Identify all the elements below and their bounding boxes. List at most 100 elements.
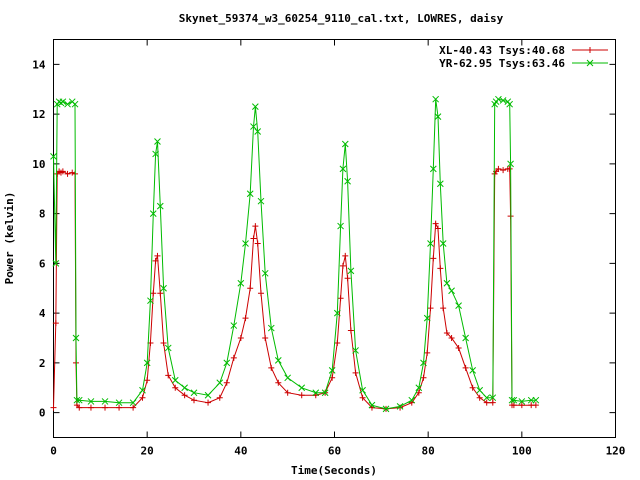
data-point <box>532 402 539 409</box>
data-point <box>437 265 444 272</box>
chart-title: Skynet_59374_w3_60254_9110_cal.txt, LOWR… <box>179 12 504 25</box>
data-point <box>267 324 275 332</box>
y-tick-label: 4 <box>39 307 46 320</box>
data-point <box>415 384 423 392</box>
series-line <box>53 168 536 410</box>
data-point <box>143 359 151 367</box>
data-point <box>252 223 259 230</box>
data-point <box>448 287 455 295</box>
data-point <box>415 389 422 396</box>
data-point <box>462 364 469 371</box>
data-point <box>483 399 490 406</box>
data-point <box>268 364 275 371</box>
data-point <box>506 165 513 172</box>
data-point <box>455 344 462 351</box>
data-point <box>171 376 179 384</box>
x-tick-label: 0 <box>50 445 57 458</box>
data-point <box>420 374 427 381</box>
series-1 <box>50 165 539 412</box>
data-point <box>432 220 439 227</box>
data-point <box>427 305 434 312</box>
data-point <box>284 374 292 382</box>
data-point <box>59 168 66 175</box>
data-point <box>507 160 514 168</box>
y-tick-label: 14 <box>32 58 46 71</box>
data-point <box>382 405 390 413</box>
data-point <box>312 389 320 397</box>
data-point <box>427 240 434 247</box>
data-point <box>50 153 57 160</box>
data-point <box>216 394 223 401</box>
data-point <box>359 394 366 401</box>
data-point <box>152 150 159 158</box>
data-point <box>518 398 526 405</box>
data-point <box>160 339 167 346</box>
data-point <box>52 260 60 267</box>
data-point <box>443 330 450 337</box>
data-point <box>181 384 188 392</box>
data-point <box>250 123 257 130</box>
legend-marker <box>586 59 594 67</box>
legend-label: XL-40.43 Tsys:40.68 <box>439 44 565 57</box>
data-point <box>424 349 431 356</box>
x-axis-label: Time(Seconds) <box>291 464 377 477</box>
y-axis-label: Power (kelvin) <box>3 192 16 285</box>
data-point <box>440 305 447 312</box>
data-point <box>352 369 359 376</box>
data-point <box>483 394 491 402</box>
data-point <box>242 315 249 322</box>
data-point <box>443 279 451 287</box>
data-point <box>368 401 376 409</box>
data-point <box>261 269 269 277</box>
data-point <box>157 290 164 297</box>
x-tick-label: 100 <box>512 445 532 458</box>
data-point <box>101 398 109 405</box>
data-point <box>532 396 540 404</box>
data-point <box>204 391 212 399</box>
data-point <box>130 404 137 411</box>
y-axis: 0 2 4 6 8 10 12 14 <box>32 58 616 420</box>
data-point <box>408 396 416 404</box>
data-point <box>476 394 483 401</box>
data-point <box>337 295 344 302</box>
data-point <box>242 240 249 247</box>
data-point <box>230 354 237 361</box>
x-tick-label: 40 <box>234 445 247 458</box>
x-tick-label: 120 <box>606 445 626 458</box>
data-point <box>333 309 341 317</box>
data-point <box>64 100 71 108</box>
data-point <box>237 335 244 341</box>
data-point <box>76 404 83 411</box>
data-point <box>469 384 476 391</box>
data-point <box>246 190 254 198</box>
data-point <box>495 165 502 172</box>
data-point <box>87 404 94 411</box>
data-point <box>156 202 164 210</box>
data-point <box>499 97 507 104</box>
data-point <box>115 399 123 407</box>
legend-label: YR-62.95 Tsys:63.46 <box>439 57 565 70</box>
data-point <box>154 252 161 259</box>
data-point <box>436 180 444 188</box>
data-point <box>251 103 259 111</box>
data-point <box>342 252 349 259</box>
series-2 <box>50 95 540 413</box>
data-point <box>341 140 349 148</box>
y-tick-label: 6 <box>39 257 46 270</box>
data-point <box>423 314 431 322</box>
y-tick-label: 2 <box>39 357 46 370</box>
data-point <box>508 396 516 404</box>
y-tick-label: 10 <box>32 158 45 171</box>
data-point <box>298 384 306 392</box>
data-point <box>75 396 83 404</box>
data-point <box>160 284 167 292</box>
data-point <box>69 169 76 176</box>
data-point <box>432 95 440 103</box>
data-point <box>262 335 269 341</box>
data-point <box>274 357 282 364</box>
data-point <box>149 210 157 217</box>
series-layer <box>50 95 540 413</box>
data-point <box>223 379 230 386</box>
data-point <box>397 404 404 411</box>
